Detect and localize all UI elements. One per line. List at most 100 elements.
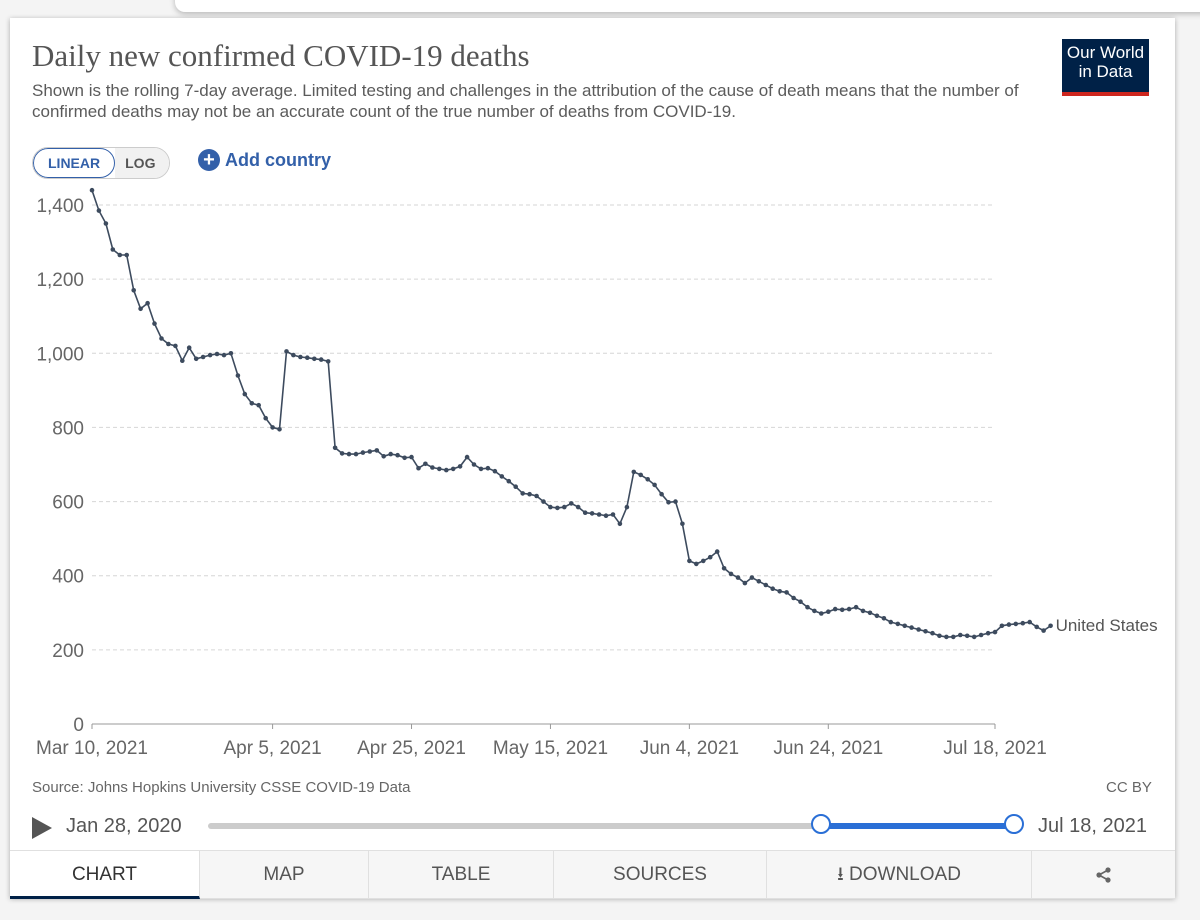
data-point [541, 499, 546, 504]
data-point [1020, 620, 1026, 626]
data-point [416, 465, 421, 471]
data-point [339, 451, 345, 456]
data-point [270, 425, 275, 430]
data-point [318, 357, 324, 362]
data-point [798, 599, 803, 604]
source-note[interactable]: Source: Johns Hopkins University CSSE CO… [32, 779, 411, 796]
add-country-label: Add country [225, 149, 331, 170]
data-point [902, 623, 907, 629]
linear-scale-button[interactable]: LINEAR [33, 148, 116, 178]
data-point [853, 604, 859, 610]
data-point [1034, 624, 1039, 630]
data-point [881, 616, 887, 621]
data-point [770, 586, 775, 591]
data-point [763, 582, 769, 588]
data-point [673, 499, 678, 504]
play-icon[interactable] [32, 817, 52, 839]
chart-subtitle: Shown is the rolling 7-day average. Limi… [32, 81, 1019, 121]
share-icon [1095, 867, 1111, 883]
data-point [152, 321, 157, 326]
data-point [562, 504, 567, 510]
data-point [485, 465, 491, 471]
data-point [548, 504, 553, 510]
data-point [305, 355, 310, 361]
data-point [367, 449, 373, 454]
chart-card: Daily new confirmed COVID-19 deaths Show… [10, 18, 1175, 899]
data-point [756, 579, 762, 584]
data-point [402, 455, 407, 461]
timeline-start-handle[interactable] [810, 814, 831, 834]
data-point [812, 608, 817, 614]
data-point [173, 343, 178, 349]
data-point [1013, 621, 1019, 627]
data-point [263, 415, 268, 421]
data-point [999, 623, 1005, 629]
data-point [214, 351, 220, 357]
data-point [978, 632, 984, 638]
data-point [582, 510, 588, 515]
data-point [659, 491, 664, 497]
data-point [207, 352, 213, 358]
data-point [374, 448, 380, 453]
timeline-selected-range [820, 823, 1014, 829]
data-point [186, 345, 192, 351]
data-point [353, 451, 359, 457]
add-country-button[interactable]: + Add country [198, 149, 331, 171]
data-point [437, 466, 442, 472]
license-note[interactable]: CC BY [1106, 779, 1152, 796]
data-point [430, 465, 435, 470]
data-point [242, 391, 248, 397]
data-point [180, 358, 185, 364]
data-point [992, 629, 998, 635]
data-point [867, 610, 873, 616]
browser-top-strip [175, 0, 1200, 12]
data-point [805, 604, 810, 610]
data-point [596, 512, 602, 517]
data-point [742, 580, 748, 586]
data-point [124, 252, 129, 258]
data-point [701, 558, 706, 564]
y-tick-label: 1,000 [36, 344, 84, 365]
x-tick-label: Apr 5, 2021 [223, 738, 321, 759]
data-point [735, 575, 741, 580]
timeline-end-handle[interactable] [1004, 814, 1024, 834]
data-point [617, 521, 623, 527]
data-point [228, 351, 234, 356]
data-point [944, 634, 949, 640]
data-point [131, 288, 136, 293]
data-point [325, 359, 331, 364]
data-point [569, 501, 574, 506]
tab-download[interactable]: ⭳ DOWNLOAD [767, 851, 1032, 899]
scale-toggle: LINEAR LOG [32, 147, 171, 179]
y-tick-label: 800 [52, 418, 84, 439]
data-point [652, 482, 657, 488]
owid-logo[interactable]: Our World in Data [1062, 39, 1149, 96]
data-point [860, 608, 866, 614]
data-point [923, 629, 928, 634]
tab-sources[interactable]: SOURCES [554, 851, 767, 899]
data-point [471, 462, 477, 467]
timeline-end-label: Jul 18, 2021 [1038, 815, 1147, 837]
data-point [666, 500, 671, 505]
x-tick-label: Jul 18, 2021 [943, 738, 1047, 759]
tab-map[interactable]: MAP [200, 851, 369, 899]
tab-share[interactable] [1032, 851, 1175, 899]
data-point [444, 467, 449, 473]
data-point [1041, 628, 1046, 633]
data-point [534, 493, 539, 499]
tab-table[interactable]: TABLE [369, 851, 554, 899]
data-point [291, 352, 296, 358]
data-point [1048, 623, 1053, 629]
data-point [520, 491, 525, 496]
data-point [256, 402, 261, 408]
data-point [728, 571, 734, 577]
timeline-track[interactable] [208, 823, 1014, 829]
chart-title: Daily new confirmed COVID-19 deaths [32, 38, 530, 73]
data-point [631, 469, 637, 475]
data-point [381, 454, 387, 459]
data-point [89, 187, 95, 193]
data-point [346, 451, 352, 457]
tab-chart[interactable]: CHART [10, 851, 200, 899]
log-scale-button[interactable]: LOG [115, 148, 170, 178]
data-point [145, 300, 150, 306]
